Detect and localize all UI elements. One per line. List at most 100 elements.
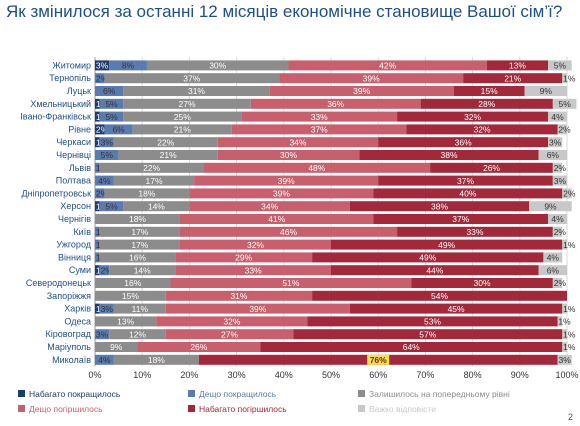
bar-segment (95, 162, 100, 173)
bar-segment (552, 98, 577, 109)
bar-segment (307, 316, 558, 327)
data-label: 1% (563, 342, 576, 352)
bar-segment (179, 214, 374, 224)
data-label: 31% (230, 291, 247, 301)
data-label: 22% (157, 137, 174, 147)
bar-segment (95, 201, 100, 212)
bar-segment (95, 175, 114, 186)
data-label: 36% (327, 99, 344, 109)
chart-title: Як змінилося за останні 12 місяців еконо… (6, 2, 563, 21)
x-tick-label: 10% (133, 370, 151, 380)
bar-segment (406, 124, 558, 135)
bar-segment (95, 303, 100, 314)
data-label: 18% (138, 189, 155, 199)
bar-segment (95, 329, 110, 340)
bar-segment (113, 303, 166, 314)
data-label: 6% (103, 86, 116, 96)
data-label: 3% (554, 176, 567, 186)
data-label: 9% (544, 201, 557, 211)
x-tick-label: 80% (464, 370, 482, 380)
category-label: Харків (64, 304, 91, 314)
bar-segment (378, 175, 553, 186)
bar-segment (543, 252, 563, 263)
bar-segment (95, 137, 100, 148)
data-label: 32% (223, 317, 240, 327)
category-label: Луцьк (67, 86, 91, 96)
bar-segment (552, 278, 563, 288)
data-label: 1% (558, 317, 571, 327)
category-label: Кіровоград (46, 329, 92, 339)
bar-segment (194, 175, 379, 186)
data-label: 42% (379, 61, 396, 71)
bar-segment (95, 150, 119, 160)
category-label: Вінниця (58, 252, 91, 262)
bar-segment (123, 111, 242, 122)
data-label: 39% (353, 86, 370, 96)
category-label: Львів (69, 163, 91, 173)
legend-label: Залишилось на попередньому рівні (369, 389, 510, 399)
bar-segment (99, 265, 110, 276)
bar-segment (217, 150, 360, 160)
bar-segment (378, 137, 549, 148)
data-label: 2% (558, 125, 571, 135)
data-label: 4% (98, 355, 111, 365)
data-label: 12% (129, 329, 146, 339)
bar-segment (293, 329, 563, 340)
bar-segment (552, 226, 563, 237)
category-label: Миколаїв (52, 355, 91, 365)
bar-segment (109, 60, 147, 71)
data-label: 31% (188, 86, 205, 96)
bar-segment (538, 265, 567, 276)
data-label: 3% (101, 137, 114, 147)
bar-segment (312, 252, 544, 263)
x-tick-label: 40% (275, 370, 293, 380)
bar-segment (486, 60, 549, 71)
data-label: 76% (370, 355, 387, 365)
category-label: Маріуполь (47, 342, 91, 352)
bar-segment (95, 354, 114, 365)
bar-segment (179, 226, 398, 237)
data-label: 1% (563, 240, 576, 250)
bar-segment (95, 265, 100, 276)
data-label: 17% (145, 176, 162, 186)
category-label: Ужгород (56, 240, 91, 250)
category-label: Чернівці (56, 150, 91, 160)
data-label: 21% (160, 150, 177, 160)
bar-segment (562, 73, 567, 84)
legend-label: Важко відповісти (369, 404, 436, 414)
bar-segment (95, 316, 157, 327)
bar-segment (373, 214, 549, 224)
category-label: Суми (69, 265, 91, 275)
data-label: 4% (551, 112, 564, 122)
legend-swatch (188, 405, 195, 412)
data-label: 48% (308, 163, 325, 173)
bar-segment (411, 278, 553, 288)
bar-segment (269, 86, 454, 96)
data-label: 2% (101, 265, 114, 275)
category-label: Херсон (60, 201, 91, 211)
category-label: Дніпропетровськ (22, 188, 92, 198)
bar-segment (95, 73, 105, 84)
category-label: Київ (73, 227, 91, 237)
data-label: 2% (554, 227, 567, 237)
data-label: 8% (122, 61, 135, 71)
data-label: 39% (249, 304, 266, 314)
data-label: 9% (110, 342, 123, 352)
data-label: 22% (143, 163, 160, 173)
bar-segment (104, 73, 280, 84)
data-label: 45% (448, 304, 465, 314)
bar-segment (95, 60, 110, 71)
bar-segment (463, 73, 563, 84)
bar-segment (562, 342, 567, 352)
bar-segment (175, 265, 331, 276)
data-label: 11% (132, 304, 149, 314)
data-label: 6% (547, 265, 560, 275)
bar-segment (165, 329, 294, 340)
x-tick-label: 60% (369, 370, 387, 380)
data-label: 18% (148, 355, 165, 365)
bar-segment (312, 290, 567, 301)
bar-segment (99, 303, 114, 314)
data-label: 54% (431, 291, 448, 301)
bar-segment (331, 239, 563, 250)
category-label: Черкаси (56, 137, 91, 147)
